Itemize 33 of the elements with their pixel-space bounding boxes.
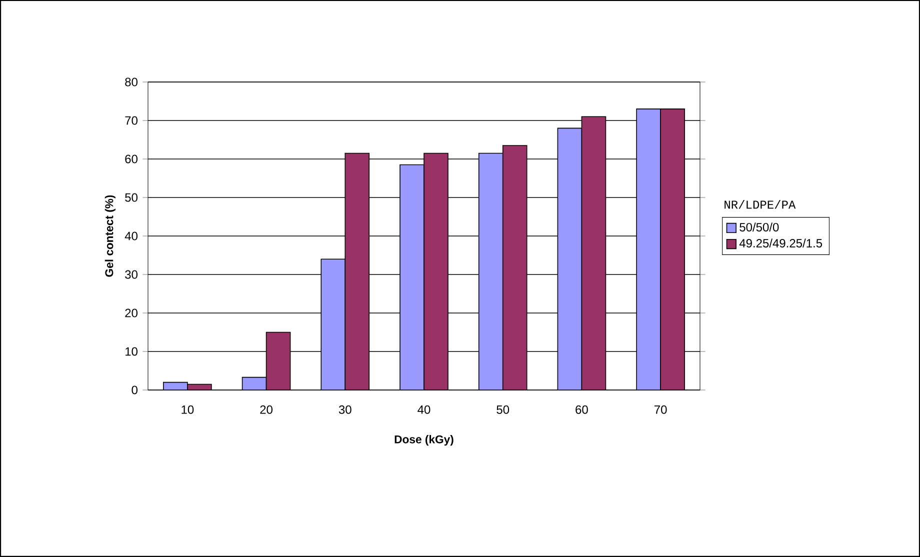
legend-label: 49.25/49.25/1.5: [739, 238, 822, 248]
bar: [660, 108, 685, 390]
x-tick-label: 70: [654, 405, 667, 414]
x-axis-title: Dose (kGy): [394, 435, 454, 446]
bar: [424, 152, 448, 390]
legend-title: NR/LDPE/PA: [724, 200, 796, 209]
x-tick-label: 30: [338, 405, 352, 414]
y-tick-label: 0: [132, 386, 138, 394]
y-tick-label: 10: [126, 347, 138, 356]
y-tick-label: 80: [125, 78, 138, 86]
x-tick-label: 40: [418, 405, 430, 414]
y-axis-title: Gel contect (%): [104, 195, 116, 277]
y-tick-label: 40: [124, 232, 138, 240]
y-tick-label: 60: [125, 154, 138, 164]
bar: [502, 145, 528, 390]
bar: [400, 164, 424, 390]
bar: [581, 116, 606, 390]
y-tick-label: 70: [125, 116, 138, 125]
bar: [344, 152, 370, 390]
x-tick-label: 60: [576, 405, 588, 414]
y-tick-label: 20: [125, 308, 138, 318]
bar: [242, 377, 266, 390]
bar: [557, 128, 582, 390]
y-tick-label: 30: [125, 270, 138, 279]
y-tick-label: 50: [125, 193, 138, 202]
bar: [320, 258, 346, 390]
legend-label: 50/50/0: [740, 222, 779, 232]
bar: [478, 152, 504, 390]
x-tick-label: 20: [260, 405, 272, 414]
bar: [266, 332, 291, 390]
x-tick-label: 10: [182, 405, 194, 414]
bar: [636, 108, 661, 390]
x-tick-label: 50: [496, 405, 510, 414]
